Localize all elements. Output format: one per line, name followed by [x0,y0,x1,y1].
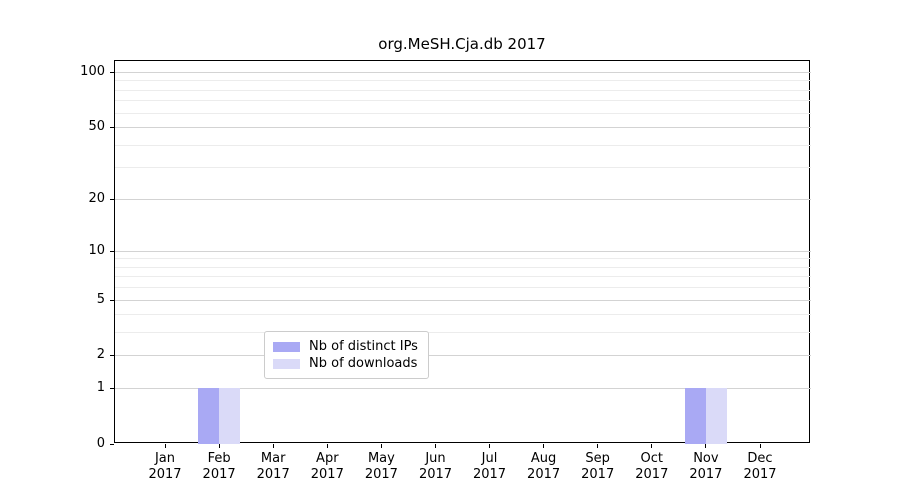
y-tick-mark [110,198,114,200]
x-tick-mark [489,444,490,448]
chart-title: org.MeSH.Cja.db 2017 [378,35,546,53]
y-gridline-major [115,355,811,357]
x-tick-mark [272,444,274,448]
x-tick-mark [759,444,761,448]
legend-label: Nb of distinct IPs [309,339,418,354]
x-tick-label-month: Sep [585,451,610,466]
y-tick-mark [110,444,114,445]
x-tick-label: Nov 2017 [674,451,738,483]
x-tick-label-year: 2017 [364,467,398,482]
y-gridline-minor [115,287,811,289]
y-gridline-major [115,250,811,252]
y-tick-label: 0 [96,436,105,451]
x-tick-label: Jan 2017 [133,451,197,483]
x-tick-label-year: 2017 [256,467,290,482]
x-tick-mark [651,444,653,448]
y-tick-mark [110,72,114,73]
y-tick-label: 100 [80,64,105,79]
bar-downloads [219,388,241,444]
y-gridline-major [115,299,811,301]
y-gridline-minor [115,100,811,102]
x-tick-mark [164,444,166,448]
x-tick-label-month: May [367,451,395,466]
x-tick-label-year: 2017 [635,467,669,482]
plot-area: 0 1 2 5 10 20 50 100 Jan 2017 Feb 2017 Mar 2017 Apr 201… [80,60,811,482]
x-tick-label-year: 2017 [310,467,344,482]
bar-distinct-ips [198,388,220,444]
y-gridline-minor [115,314,811,316]
legend: Nb of distinct IPs Nb of downloads [264,331,429,379]
y-gridline-major [115,127,811,129]
y-tick-mark [110,388,114,390]
x-tick-mark [597,444,599,448]
y-gridline-major [115,72,811,73]
y-tick-mark [110,355,114,357]
y-gridline-major [115,198,811,200]
x-tick-label-year: 2017 [581,467,615,482]
x-tick-label-year: 2017 [743,467,777,482]
x-tick-mark [380,444,382,448]
y-gridline-minor [115,266,811,268]
x-tick-label: Oct 2017 [620,451,684,483]
x-tick-label-month: Jul [481,451,498,466]
x-tick-label-year: 2017 [527,467,561,482]
x-tick-label-year: 2017 [202,467,236,482]
y-gridline-minor [115,276,811,278]
y-tick-label: 2 [96,347,105,363]
x-tick-label-month: Jun [425,451,446,466]
x-tick-label: Dec 2017 [728,451,792,483]
x-tick-label-year: 2017 [148,467,182,482]
x-tick-label-month: Aug [530,451,557,466]
y-gridline-minor [115,89,811,91]
y-tick-label: 20 [88,190,105,206]
y-tick-mark [110,299,114,301]
legend-swatch [273,341,300,352]
x-tick-label: Sep 2017 [566,451,630,483]
x-tick-label: Aug 2017 [512,451,576,483]
y-gridline-minor [115,80,811,82]
x-tick-mark [218,444,220,448]
x-tick-label-month: Oct [640,451,664,466]
y-gridline-minor [115,258,811,260]
x-tick-mark [705,444,707,448]
legend-row: Nb of downloads [273,355,418,372]
y-gridline-major [115,388,811,390]
x-tick-label-month: Feb [207,451,231,466]
x-tick-label-month: Dec [747,451,773,466]
y-gridline-minor [115,167,811,169]
x-tick-label-year: 2017 [472,467,507,482]
x-tick-mark [326,444,328,448]
y-tick-label: 10 [88,242,105,258]
x-tick-label: Jul 2017 [458,451,522,483]
bar-distinct-ips [684,388,706,444]
y-tick-mark [110,127,114,129]
x-tick-label-month: Jan [154,451,176,466]
legend-swatch [273,358,300,369]
y-gridline-minor [115,332,811,334]
y-tick-mark [110,250,114,252]
x-tick-label-year: 2017 [689,467,723,482]
x-tick-label: Jun 2017 [404,451,468,483]
x-tick-label: Apr 2017 [295,451,359,483]
legend-label: Nb of downloads [309,356,418,371]
x-tick-label-month: Apr [316,451,339,466]
y-tick-label: 50 [88,119,105,135]
x-tick-label-month: Nov [693,451,719,466]
y-gridline-minor [115,144,811,146]
x-tick-label-year: 2017 [418,467,453,482]
x-tick-label: May 2017 [349,451,413,483]
x-tick-label-month: Mar [260,451,286,466]
x-tick-mark [543,444,545,448]
x-tick-label: Mar 2017 [241,451,305,483]
y-gridline-minor [115,112,811,114]
x-tick-mark [435,444,436,448]
x-tick-label: Feb 2017 [187,451,251,483]
legend-row: Nb of distinct IPs [273,338,418,355]
y-tick-label: 5 [96,291,105,307]
y-tick-label: 1 [96,380,105,396]
bar-downloads [705,388,727,444]
